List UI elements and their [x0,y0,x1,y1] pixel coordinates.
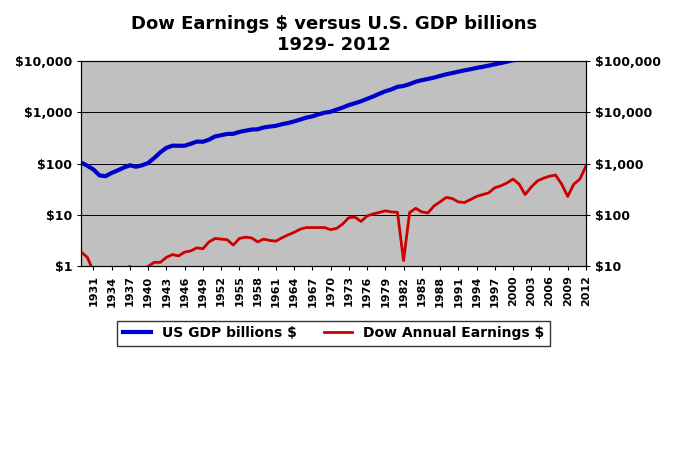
Title: Dow Earnings $ versus U.S. GDP billions
1929- 2012: Dow Earnings $ versus U.S. GDP billions … [130,15,537,54]
Legend: US GDP billions $, Dow Annual Earnings $: US GDP billions $, Dow Annual Earnings $ [117,321,550,346]
